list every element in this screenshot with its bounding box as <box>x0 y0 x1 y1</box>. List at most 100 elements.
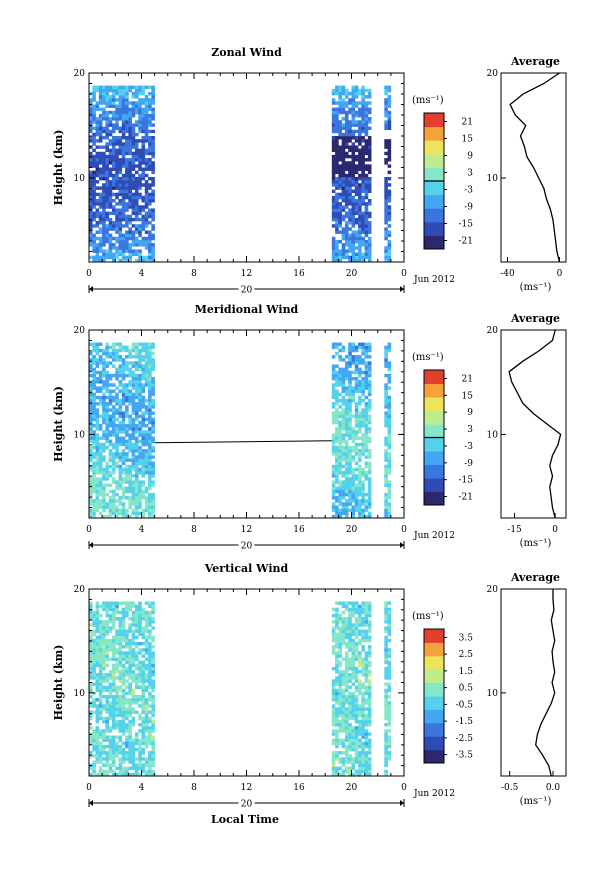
heatmap-cell <box>134 757 139 761</box>
heatmap-cell <box>358 654 362 658</box>
heatmap-cell <box>95 626 100 630</box>
heatmap-cell <box>111 113 116 118</box>
heatmap-cell <box>351 471 356 475</box>
heatmap-cell <box>131 502 136 506</box>
heatmap-cell <box>351 726 356 730</box>
heatmap-cell <box>338 164 342 168</box>
heatmap-cell <box>364 139 369 143</box>
heatmap-cell <box>341 236 346 241</box>
heatmap-cell <box>105 227 109 231</box>
colorbar-band <box>424 437 444 452</box>
heatmap-cell <box>341 88 346 93</box>
heatmap-cell <box>111 744 116 749</box>
heatmap-cell <box>98 255 103 260</box>
colorbar-unit: (ms⁻¹) <box>412 611 444 622</box>
heatmap-cell <box>121 747 126 752</box>
heatmap-cell <box>128 601 132 605</box>
heatmap-cell <box>384 123 388 127</box>
heatmap-cell <box>144 666 149 671</box>
heatmap-cell <box>358 88 362 93</box>
heatmap-cell <box>108 246 113 250</box>
heatmap-cell <box>348 195 352 200</box>
heatmap-cell <box>364 772 369 777</box>
heatmap-cell <box>335 641 339 646</box>
heatmap-cell <box>387 243 392 247</box>
heatmap-cell <box>141 126 146 130</box>
heatmap-cell <box>148 151 152 156</box>
colorbar-band <box>424 682 444 697</box>
heatmap-cell <box>92 698 96 702</box>
heatmap-cell <box>118 246 123 250</box>
heatmap-cell <box>354 729 359 733</box>
heatmap-cell <box>118 389 123 393</box>
heatmap-cell <box>351 377 356 381</box>
heatmap-cell <box>92 202 96 206</box>
heatmap-cell <box>121 732 126 736</box>
heatmap-cell <box>148 754 152 758</box>
heatmap-cell <box>348 738 352 743</box>
heatmap-cell <box>95 139 100 143</box>
heatmap-cell <box>384 205 388 209</box>
heatmap-cell <box>141 123 146 127</box>
heatmap-cell <box>335 186 339 190</box>
profile-frame <box>500 588 567 777</box>
heatmap-cell <box>364 405 369 409</box>
heatmap-cell <box>95 154 100 159</box>
heatmap-cell <box>384 607 388 612</box>
heatmap-cell <box>131 364 136 368</box>
heatmap-cell <box>121 173 126 178</box>
heatmap-cell <box>95 601 100 605</box>
heatmap-cell <box>102 252 106 256</box>
heatmap-cell <box>115 355 119 359</box>
heatmap-cell <box>98 499 103 503</box>
heatmap-cell <box>125 508 129 513</box>
heatmap-cell <box>102 126 106 130</box>
heatmap-cell <box>348 170 352 175</box>
heatmap-cell <box>348 499 352 503</box>
heatmap-cell <box>121 694 126 699</box>
heatmap-cell <box>98 613 103 618</box>
heatmap-cell <box>341 641 346 646</box>
heatmap-cell <box>108 183 113 187</box>
heatmap-cell <box>341 380 346 384</box>
heatmap-cell <box>144 505 149 509</box>
heatmap-cell <box>148 430 152 434</box>
heatmap-cell <box>98 604 103 608</box>
heatmap-cell <box>341 694 346 699</box>
heatmap-cell <box>108 670 113 674</box>
heatmap-cell <box>361 380 365 384</box>
heatmap-cell <box>348 492 352 497</box>
heatmap-cell <box>364 769 369 774</box>
heatmap-cell <box>364 505 369 509</box>
heatmap-cell <box>141 704 146 708</box>
heatmap-cell <box>351 729 356 733</box>
heatmap-cell <box>115 154 119 159</box>
heatmap-cell <box>131 386 136 390</box>
heatmap-cell <box>102 101 106 105</box>
heatmap-cell <box>138 648 142 652</box>
heatmap-cell <box>131 110 136 115</box>
heatmap-cell <box>108 392 113 397</box>
heatmap-cell <box>92 455 96 459</box>
heatmap-cell <box>105 113 109 118</box>
heatmap-cell <box>134 183 139 187</box>
heatmap-cell <box>344 224 349 228</box>
heatmap-cell <box>138 471 142 475</box>
heatmap-cell <box>348 243 352 247</box>
heatmap-cell <box>341 214 346 219</box>
heatmap-cell <box>367 255 372 260</box>
heatmap-cell <box>95 132 100 137</box>
heatmap-cell <box>361 414 365 419</box>
heatmap-cell <box>335 617 339 621</box>
heatmap-cell <box>335 471 339 475</box>
heatmap-cell <box>92 132 96 137</box>
heatmap-cell <box>105 117 109 121</box>
heatmap-cell <box>108 458 113 462</box>
heatmap-cell <box>92 638 96 643</box>
heatmap-cell <box>102 383 106 387</box>
heatmap-cell <box>95 236 100 241</box>
heatmap-cell <box>358 754 362 758</box>
heatmap-cell <box>105 514 109 519</box>
heatmap-cell <box>384 398 388 403</box>
heatmap-cell <box>364 129 369 134</box>
